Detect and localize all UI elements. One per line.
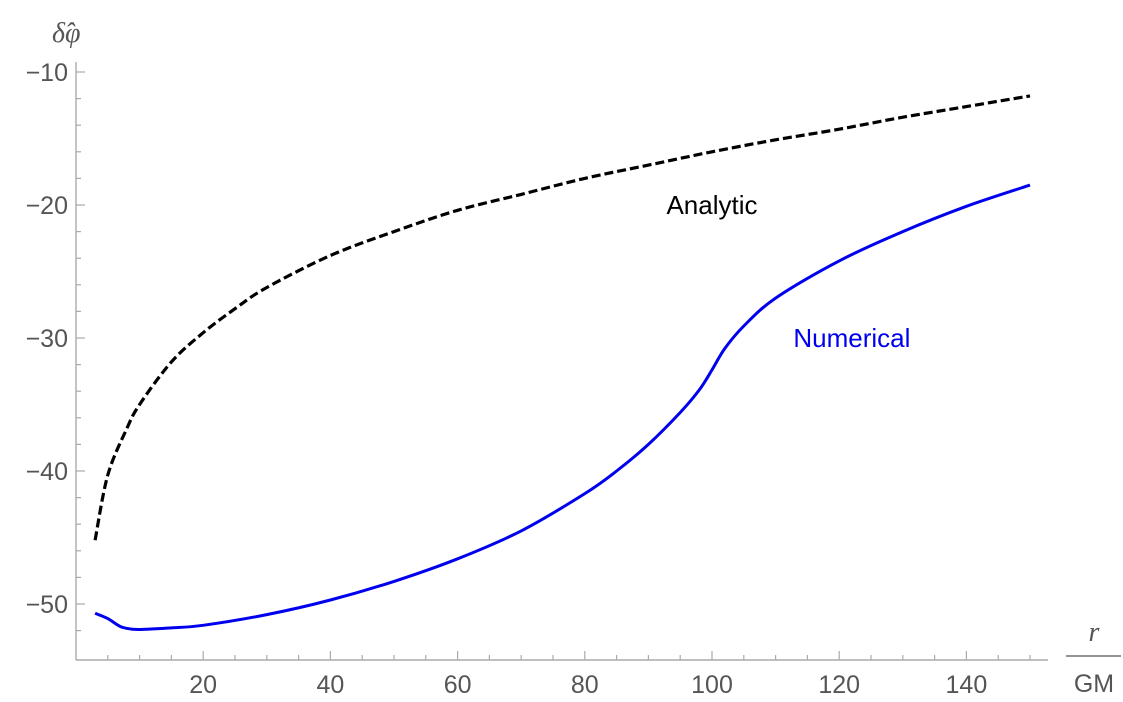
x-axis-label: r GM (1066, 617, 1121, 698)
y-tick-label: −50 (26, 591, 68, 619)
series-line-numerical (94, 183, 1031, 632)
y-tick-label: −30 (26, 325, 68, 353)
x-tick-label: 100 (691, 671, 733, 699)
x-axis-label-numerator: r (1089, 617, 1100, 648)
series-labels: Analytic Numerical (666, 190, 910, 353)
y-ticks: −10 −20 −30 −40 −50 (26, 59, 85, 619)
axes (75, 62, 1048, 661)
y-tick-label: −40 (26, 458, 68, 486)
y-tick-label: −20 (26, 192, 68, 220)
x-tick-label: 120 (818, 671, 860, 699)
series-group (93, 94, 1031, 632)
x-tick-label: 140 (946, 671, 988, 699)
x-tick-label: 80 (571, 671, 599, 699)
minor-ticks (76, 97, 1031, 660)
y-tick-label: −10 (26, 59, 68, 87)
series-line-analytic (93, 94, 1031, 541)
x-tick-label: 60 (444, 671, 472, 699)
x-tick-label: 40 (316, 671, 344, 699)
x-ticks: 20 40 60 80 100 120 140 (189, 651, 987, 699)
x-axis-label-denominator: GM (1074, 670, 1114, 698)
y-axis-label: δ̂φ (52, 18, 81, 49)
x-tick-label: 20 (189, 671, 217, 699)
series-label-numerical: Numerical (793, 323, 910, 353)
series-label-analytic: Analytic (666, 190, 757, 220)
